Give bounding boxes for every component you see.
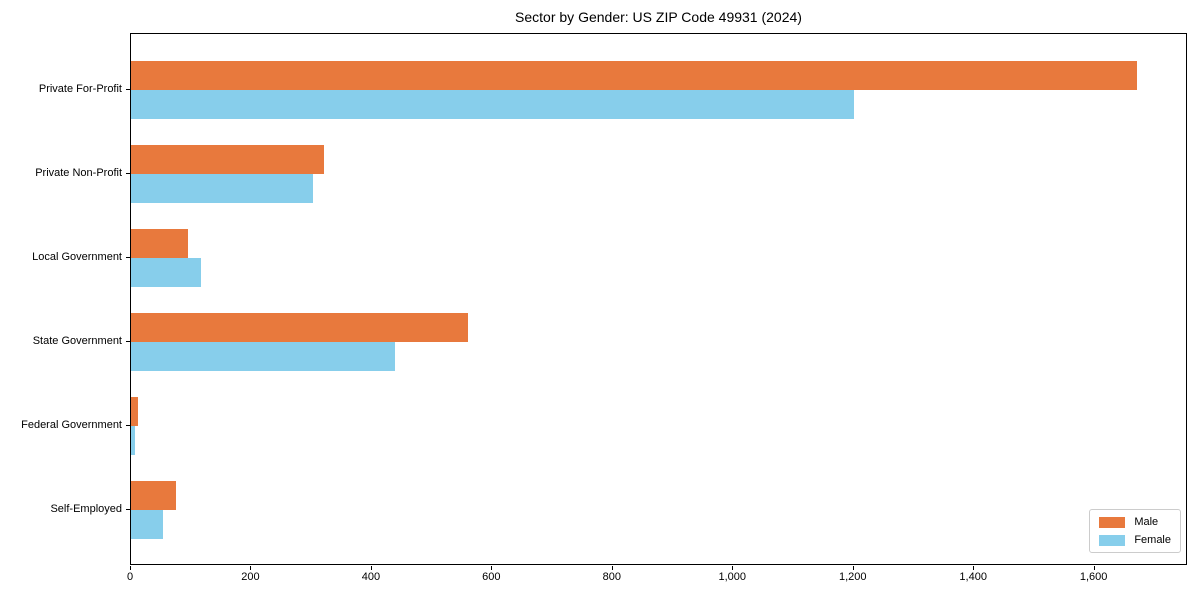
x-tick-mark [611,566,613,570]
legend: Male Female [1089,509,1181,553]
y-axis-label-self-employed: Self-Employed [50,502,122,515]
y-axis-label-private-for-profit: Private For-Profit [38,82,122,95]
x-tick-mark [1093,566,1095,570]
bar-female-state-government [131,341,395,371]
bar-male-private-non-profit [131,144,324,174]
y-tick-mark [126,172,130,174]
x-axis-label-1-400: 1,400 [959,571,987,583]
x-axis-label-600: 600 [482,571,501,583]
y-tick-mark [126,508,130,510]
bar-male-federal-government [131,396,139,426]
y-axis-label-state-government: State Government [32,334,122,347]
x-tick-mark [130,566,131,570]
y-tick-mark [126,88,130,90]
legend-label-male: Male [1134,516,1159,528]
x-tick-mark [370,566,372,570]
x-tick-mark [250,566,252,570]
y-tick-mark [126,256,130,258]
bar-female-private-for-profit [131,89,854,119]
bar-male-local-government [131,228,189,258]
bar-female-self-employed [131,509,163,539]
legend-entry-male: Male [1099,516,1171,528]
legend-swatch-female [1099,534,1126,546]
y-axis-label-private-non-profit: Private Non-Profit [35,166,122,179]
x-axis-label-1-600: 1,600 [1079,571,1108,583]
x-tick-mark [491,566,493,570]
x-tick-mark [732,566,734,570]
bar-male-private-for-profit [131,60,1137,90]
x-axis-label-1-000: 1,000 [718,571,747,583]
legend-label-female: Female [1134,534,1171,546]
x-axis-label-0: 0 [126,571,134,583]
x-axis-label-400: 400 [361,571,381,583]
legend-swatch-male [1099,516,1126,528]
bar-female-local-government [131,257,202,287]
y-axis-label-local-government: Local Government [32,250,122,263]
bar-male-state-government [131,312,469,342]
x-axis-label-200: 200 [241,571,260,583]
y-tick-mark [126,340,130,342]
plot-area: Male Female [130,33,1187,565]
x-tick-mark [852,566,854,570]
legend-entry-female: Female [1099,534,1171,546]
y-tick-mark [126,424,130,426]
bar-male-self-employed [131,480,176,510]
y-axis-label-federal-government: Federal Government [21,418,122,431]
x-axis-label-1-200: 1,200 [838,571,867,583]
bar-female-private-non-profit [131,173,314,203]
x-axis-label-800: 800 [602,571,621,583]
bar-female-federal-government [131,425,136,455]
chart-title: Sector by Gender: US ZIP Code 49931 (202… [515,9,802,25]
x-tick-mark [973,566,975,570]
